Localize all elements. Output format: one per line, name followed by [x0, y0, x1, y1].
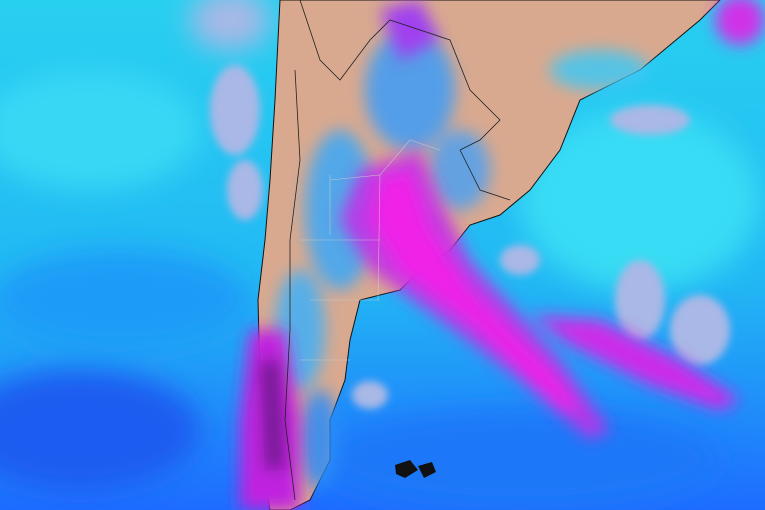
country-borders [284, 0, 511, 501]
moisture-plume [240, 0, 765, 510]
clear-gaps [210, 65, 730, 409]
falkland-islands [395, 460, 436, 478]
province-borders [300, 139, 441, 361]
